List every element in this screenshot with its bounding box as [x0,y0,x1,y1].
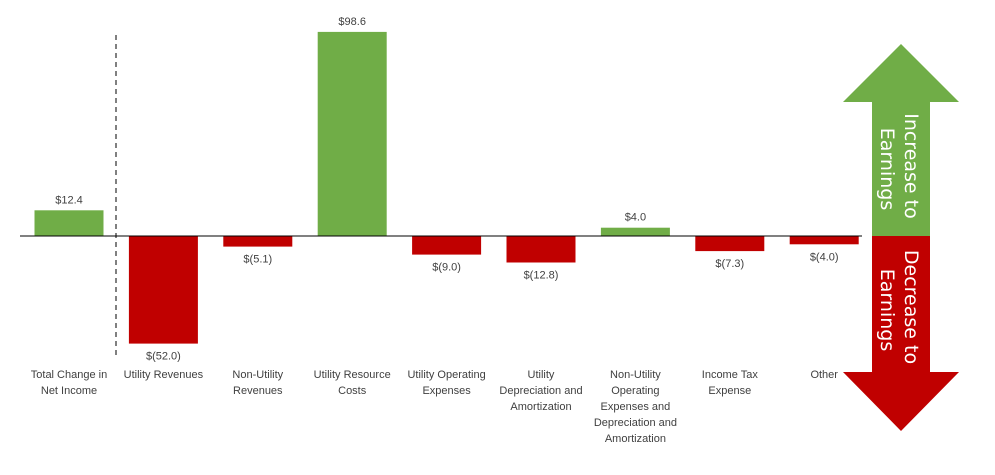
category-label-1: Utility Revenues [124,369,204,381]
value-label-2: $(5.1) [243,254,272,266]
category-label-7: Income Tax Expense [702,369,759,397]
category-label-6-line-4: Amortization [605,433,666,445]
increase-arrow-text: Increase to Earnings [876,113,922,225]
increase-arrow [843,44,959,236]
bar-6 [600,227,670,236]
bar-1 [128,236,198,344]
value-label-6: $4.0 [625,212,646,224]
category-label-6-line-0: Non-Utility [610,369,661,381]
category-label-5-line-2: Amortization [510,401,571,413]
bar-5 [506,236,576,263]
category-label-5-line-1: Depreciation and [499,385,582,397]
decrease-arrow-line-2: Earnings [876,269,898,351]
bar-0 [34,210,104,236]
bar-7 [695,236,765,252]
decrease-arrow-text: Decrease to Earnings [876,250,922,370]
value-label-5: $(12.8) [524,270,559,282]
category-label-6: Non-Utility Operating Expenses and Deprecia… [594,369,677,445]
category-label-8-line-0: Other [810,369,838,381]
bars-group [34,31,859,344]
value-label-0: $12.4 [55,194,83,206]
category-label-0-line-0: Total Change in [31,369,107,381]
category-label-4-line-1: Expenses [422,385,471,397]
category-label-7-line-0: Income Tax [702,369,759,381]
category-label-8: Other [810,369,838,381]
bar-2 [223,236,293,247]
category-label-2-line-0: Non-Utility [232,369,283,381]
category-label-6-line-3: Depreciation and [594,417,677,429]
value-label-7: $(7.3) [715,258,744,270]
category-label-7-line-1: Expense [708,385,751,397]
category-label-0: Total Change in Net Income [31,369,107,397]
category-label-1-line-0: Utility Revenues [124,369,204,381]
category-labels: Total Change in Net Income Utility Revenue… [31,369,839,445]
category-label-0-line-1: Net Income [41,385,97,397]
category-label-4: Utility Operating Expenses [407,369,485,397]
increase-arrow-line-1: Increase to [900,113,922,219]
decrease-arrow [843,236,959,431]
category-label-4-line-0: Utility Operating [407,369,485,381]
value-labels: $12.4 $(52.0) $(5.1) $98.6 $(9.0) $(12.8) $4.0… [55,16,838,363]
decrease-arrow-line-1: Decrease to [900,250,922,364]
value-label-4: $(9.0) [432,262,461,274]
category-label-2: Non-Utility Revenues [232,369,283,397]
bar-8 [789,236,859,245]
value-label-1: $(52.0) [146,351,181,363]
category-label-6-line-2: Expenses and [601,401,671,413]
value-label-8: $(4.0) [810,251,839,263]
value-label-3: $98.6 [338,16,366,28]
category-label-3-line-0: Utility Resource [314,369,391,381]
category-label-3: Utility Resource Costs [314,369,391,397]
category-label-6-line-1: Operating [611,385,659,397]
category-label-3-line-1: Costs [338,385,367,397]
bar-4 [412,236,482,255]
category-label-2-line-1: Revenues [233,385,283,397]
category-label-5: Utility Depreciation and Amortization [499,369,582,413]
bar-3 [317,31,387,237]
category-label-5-line-0: Utility [528,369,555,381]
increase-arrow-line-2: Earnings [876,128,898,210]
